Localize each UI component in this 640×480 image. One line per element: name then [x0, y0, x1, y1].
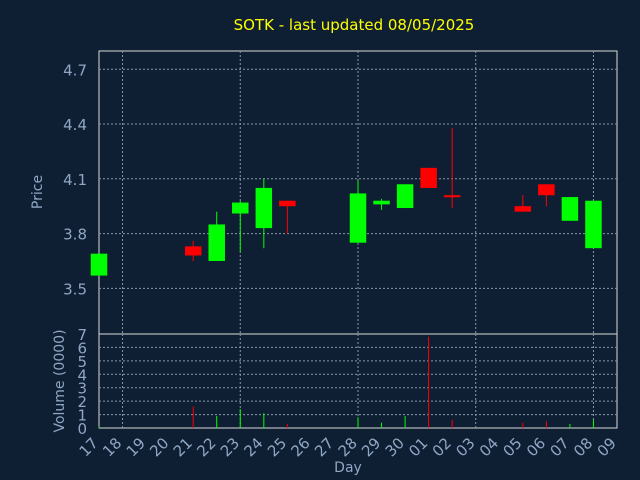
candle-body: [538, 184, 555, 196]
candle-body: [585, 200, 602, 249]
price-tick-label: 4.7: [63, 61, 87, 79]
price-tick-label: 4.1: [63, 171, 87, 189]
candle-body: [373, 200, 390, 205]
volume-tick-label: 0: [77, 420, 87, 438]
volume-axis-label: Volume (0000): [52, 329, 68, 432]
candle-body: [443, 195, 461, 198]
candle-body: [561, 197, 579, 221]
candle-body: [514, 206, 532, 212]
chart-title: SOTK - last updated 08/05/2025: [234, 16, 475, 34]
price-axis-label: Price: [30, 175, 46, 209]
volume-plot-frame: [98, 333, 618, 429]
volume-tick-label: 2: [77, 393, 87, 411]
x-axis-label: Day: [334, 460, 362, 476]
volume-tick-label: 3: [77, 380, 87, 398]
volume-tick-label: 7: [77, 326, 87, 344]
candle-body: [279, 200, 296, 207]
price-tick-label: 3.5: [63, 280, 87, 298]
candle-body: [90, 253, 108, 276]
volume-tick-label: 1: [77, 407, 87, 425]
candle-body: [255, 187, 273, 229]
volume-tick-label: 6: [77, 339, 87, 357]
price-panel: 3.5 3.8 4.1 4.4 4.7: [63, 50, 618, 335]
candle-body: [420, 167, 437, 188]
volume-panel: 0123456717181920212223242526272829300102…: [76, 326, 620, 460]
price-tick-label: 4.4: [63, 116, 87, 134]
candle-body: [396, 184, 414, 209]
volume-tick-label: 4: [77, 366, 87, 384]
candle-body: [208, 224, 225, 261]
candle-body: [232, 202, 249, 214]
candle-body: [184, 246, 202, 256]
volume-tick-label: 5: [77, 353, 87, 371]
price-tick-label: 3.8: [63, 226, 87, 244]
candle-body: [349, 193, 367, 243]
